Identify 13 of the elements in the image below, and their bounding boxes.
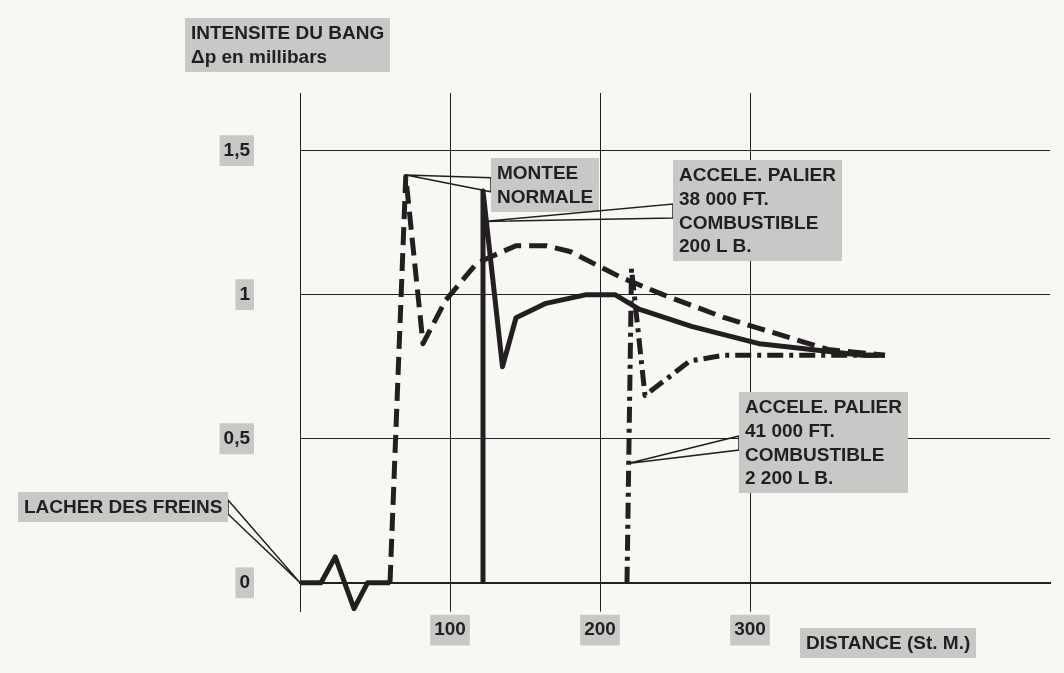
annotation: ACCELE. PALIER 41 000 FT. COMBUSTIBLE 2 200 L B.	[739, 392, 908, 493]
x-axis-title: DISTANCE (St. M.)	[800, 628, 977, 658]
y-tick-label: 1,5	[223, 138, 251, 160]
y-axis-title: INTENSITE DU BANG Δp en millibars	[185, 18, 391, 72]
y-tick-label: 0,5	[223, 426, 251, 448]
annotation: MONTEE NORMALE	[491, 158, 600, 212]
x-tick-label: 100	[434, 618, 466, 640]
x-tick-label: 300	[734, 618, 766, 640]
text: LACHER DES FREINS	[18, 492, 229, 522]
annotation: ACCELE. PALIER 38 000 FT. COMBUSTIBLE 200 L B.	[673, 160, 842, 261]
y-tick-label: 1	[239, 282, 251, 304]
y-tick-label: 0	[239, 571, 250, 593]
x-tick-label: 200	[584, 618, 616, 640]
